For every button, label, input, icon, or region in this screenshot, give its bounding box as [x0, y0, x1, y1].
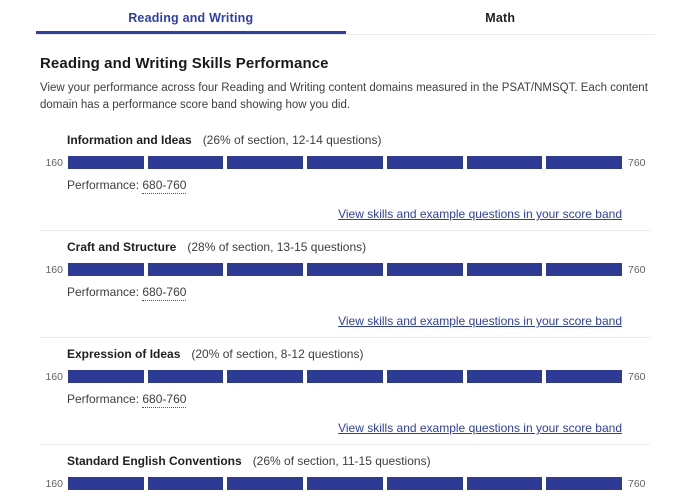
score-band-row: 160 760	[40, 370, 650, 383]
performance-row: Performance: 680-760	[67, 392, 650, 408]
domain-name: Craft and Structure	[67, 240, 177, 254]
score-band-segment	[546, 477, 623, 490]
tab-label: Math	[485, 11, 516, 25]
link-row: View skills and example questions in you…	[40, 205, 650, 221]
score-band-segment	[386, 156, 463, 169]
domain-detail: (26% of section, 12-14 questions)	[202, 133, 382, 147]
performance-band-value[interactable]: 680-760	[142, 392, 187, 408]
domain-section: Standard English Conventions (26% of sect…	[40, 444, 650, 500]
score-band-bar	[68, 477, 623, 490]
performance-label: Performance:	[67, 392, 140, 406]
score-band-row: 160 760	[40, 156, 650, 169]
score-band-bar	[68, 263, 623, 276]
domain-header: Standard English Conventions (26% of sect…	[67, 454, 650, 468]
scale-min-label: 160	[45, 263, 63, 276]
tab-bar: Reading and Writing Math	[36, 0, 655, 35]
tab-math[interactable]: Math	[346, 0, 656, 34]
score-band-segment	[307, 263, 383, 276]
domain-detail: (28% of section, 13-15 questions)	[187, 240, 367, 254]
score-band-segment	[546, 156, 623, 169]
domain-header: Craft and Structure (28% of section, 13-1…	[67, 240, 650, 254]
performance-row: Performance: 680-760	[67, 178, 650, 194]
score-band-row: 160 760	[40, 477, 650, 490]
score-band-row: 160 760	[40, 263, 650, 276]
score-band-segment	[466, 156, 543, 169]
score-band-segment	[466, 263, 543, 276]
score-band-segment	[68, 156, 144, 169]
domain-header: Expression of Ideas (20% of section, 8-12…	[67, 347, 650, 361]
tab-reading-and-writing[interactable]: Reading and Writing	[36, 0, 346, 34]
score-band-segment	[307, 156, 383, 169]
domain-section: Craft and Structure (28% of section, 13-1…	[40, 230, 650, 337]
score-band-segment	[68, 477, 144, 490]
link-row: View skills and example questions in you…	[40, 312, 650, 328]
domain-section: Information and Ideas (26% of section, 12…	[40, 124, 650, 230]
domain-name: Standard English Conventions	[67, 454, 242, 468]
performance-band-value[interactable]: 680-760	[142, 178, 187, 194]
domain-name: Information and Ideas	[67, 133, 192, 147]
score-band-segment	[466, 370, 543, 383]
score-band-segment	[227, 156, 304, 169]
domain-detail: (20% of section, 8-12 questions)	[191, 347, 364, 361]
score-band-segment	[386, 477, 463, 490]
score-band-segment	[227, 370, 304, 383]
score-band-bar	[68, 156, 623, 169]
page-title: Reading and Writing Skills Performance	[40, 55, 329, 72]
page-description: View your performance across four Readin…	[40, 82, 648, 111]
score-band-segment	[227, 477, 304, 490]
score-band-segment	[227, 263, 304, 276]
link-row: View skills and example questions in you…	[40, 419, 650, 435]
performance-label: Performance:	[67, 285, 140, 299]
scale-max-label: 760	[628, 370, 646, 383]
score-band-segment	[466, 477, 543, 490]
score-band-segment	[386, 370, 463, 383]
score-band-segment	[546, 370, 623, 383]
score-band-bar	[68, 370, 623, 383]
scale-min-label: 160	[45, 370, 63, 383]
main-content: Reading and Writing Skills Performance V…	[0, 35, 683, 500]
tab-label: Reading and Writing	[128, 11, 254, 25]
view-skills-link[interactable]: View skills and example questions in you…	[338, 314, 622, 328]
performance-band-value[interactable]: 680-760	[142, 285, 187, 301]
score-band-segment	[147, 263, 224, 276]
score-band-segment	[68, 370, 144, 383]
score-band-segment	[307, 477, 383, 490]
domain-section: Expression of Ideas (20% of section, 8-12…	[40, 337, 650, 444]
domain-list: Information and Ideas (26% of section, 12…	[40, 124, 650, 500]
view-skills-link[interactable]: View skills and example questions in you…	[338, 207, 622, 221]
domain-name: Expression of Ideas	[67, 347, 181, 361]
score-band-segment	[386, 263, 463, 276]
score-band-segment	[546, 263, 623, 276]
score-band-segment	[147, 156, 224, 169]
performance-label: Performance:	[67, 178, 140, 192]
scale-min-label: 160	[45, 156, 63, 169]
scale-max-label: 760	[628, 477, 646, 490]
scale-min-label: 160	[45, 477, 63, 490]
score-band-segment	[147, 370, 224, 383]
score-band-segment	[68, 263, 144, 276]
performance-row: Performance: 680-760	[67, 285, 650, 301]
scale-max-label: 760	[628, 263, 646, 276]
score-band-segment	[307, 370, 383, 383]
domain-header: Information and Ideas (26% of section, 12…	[67, 133, 650, 147]
domain-detail: (26% of section, 11-15 questions)	[252, 454, 431, 468]
scale-max-label: 760	[628, 156, 646, 169]
score-band-segment	[147, 477, 224, 490]
view-skills-link[interactable]: View skills and example questions in you…	[338, 421, 622, 435]
